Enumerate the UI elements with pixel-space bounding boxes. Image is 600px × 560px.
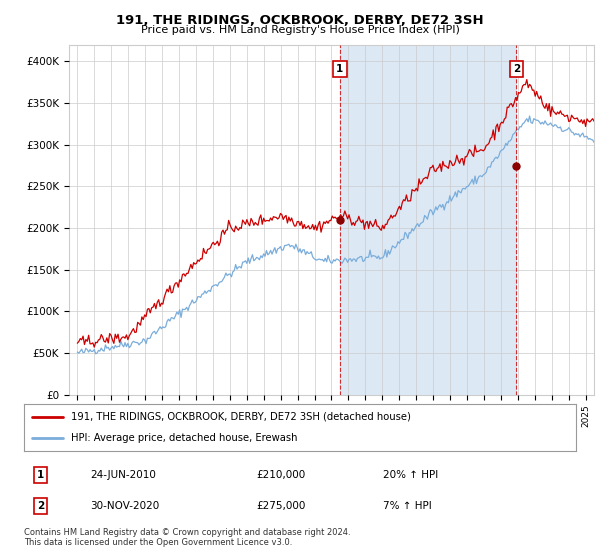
Text: 24-JUN-2010: 24-JUN-2010 [90, 470, 156, 480]
Text: 30-NOV-2020: 30-NOV-2020 [90, 501, 160, 511]
Bar [340, 45, 517, 395]
Text: 1: 1 [336, 64, 343, 74]
Text: 2: 2 [513, 64, 520, 74]
Text: £210,000: £210,000 [256, 470, 305, 480]
Text: 20% ↑ HPI: 20% ↑ HPI [383, 470, 438, 480]
Text: 7% ↑ HPI: 7% ↑ HPI [383, 501, 431, 511]
Text: 1: 1 [37, 470, 44, 480]
Text: Contains HM Land Registry data © Crown copyright and database right 2024.
This d: Contains HM Land Registry data © Crown c… [24, 528, 350, 547]
Text: £275,000: £275,000 [256, 501, 305, 511]
Text: 191, THE RIDINGS, OCKBROOK, DERBY, DE72 3SH (detached house): 191, THE RIDINGS, OCKBROOK, DERBY, DE72 … [71, 412, 411, 422]
Text: HPI: Average price, detached house, Erewash: HPI: Average price, detached house, Erew… [71, 433, 298, 444]
Text: Price paid vs. HM Land Registry's House Price Index (HPI): Price paid vs. HM Land Registry's House … [140, 25, 460, 35]
Text: 2: 2 [37, 501, 44, 511]
Text: 191, THE RIDINGS, OCKBROOK, DERBY, DE72 3SH: 191, THE RIDINGS, OCKBROOK, DERBY, DE72 … [116, 14, 484, 27]
